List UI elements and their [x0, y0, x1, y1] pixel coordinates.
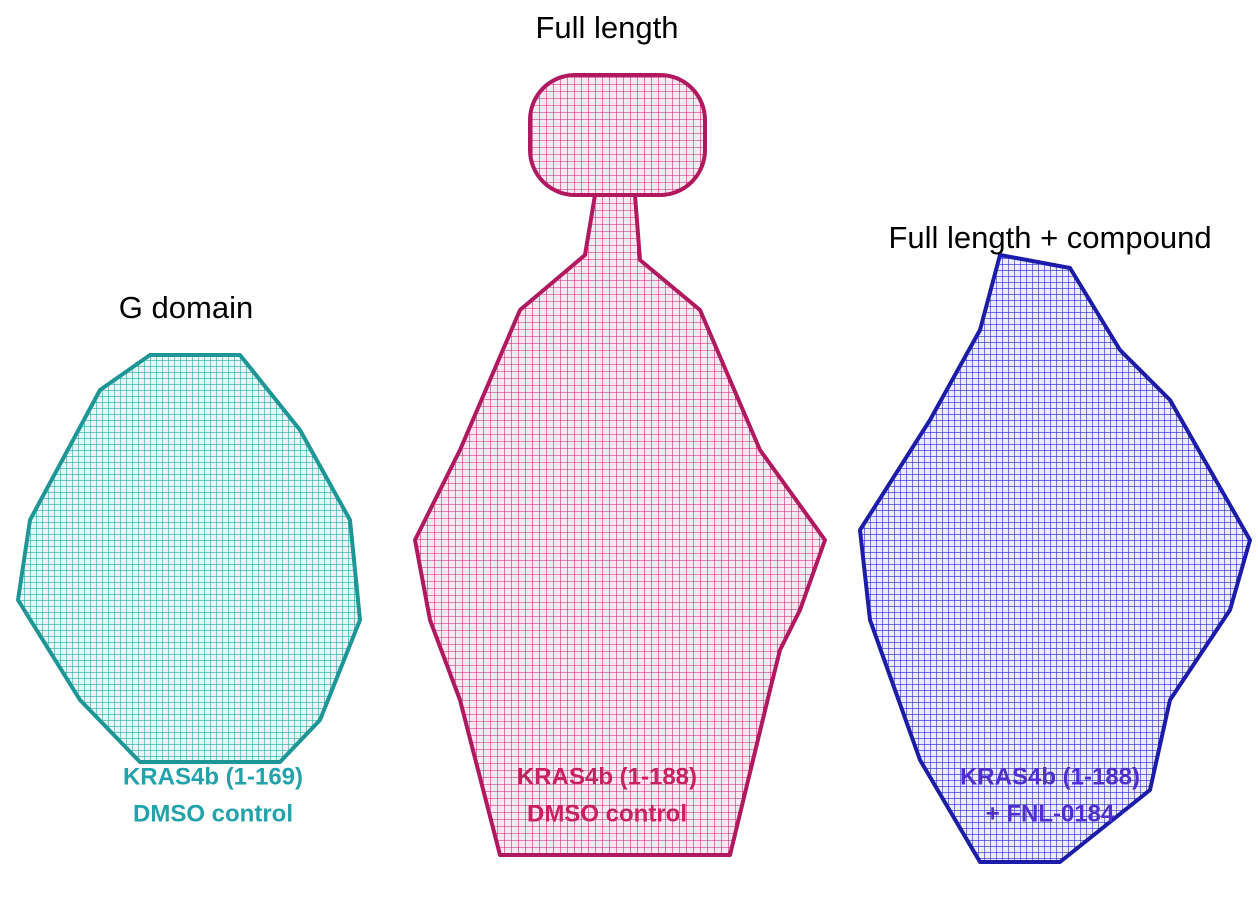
panel-title: G domain [119, 290, 253, 325]
figure: G domain Full length Full length + compo… [0, 0, 1258, 918]
envelope-head [530, 75, 705, 195]
panel-label: KRAS4b (1-188) [517, 763, 697, 790]
panel-label: DMSO control [133, 800, 293, 827]
page: G domain Full length Full length + compo… [0, 0, 1258, 918]
panel-label: KRAS4b (1-169) [123, 763, 303, 790]
panel-title: Full length [535, 10, 678, 45]
envelope-g-domain [18, 355, 360, 762]
panel-label: KRAS4b (1-188) [960, 763, 1140, 790]
envelope-full-length [415, 75, 825, 855]
envelope-body [415, 195, 825, 855]
panel-label: + FNL-0184 [986, 800, 1115, 827]
panel-title: Full length + compound [888, 220, 1211, 255]
panel-label: DMSO control [527, 800, 687, 827]
